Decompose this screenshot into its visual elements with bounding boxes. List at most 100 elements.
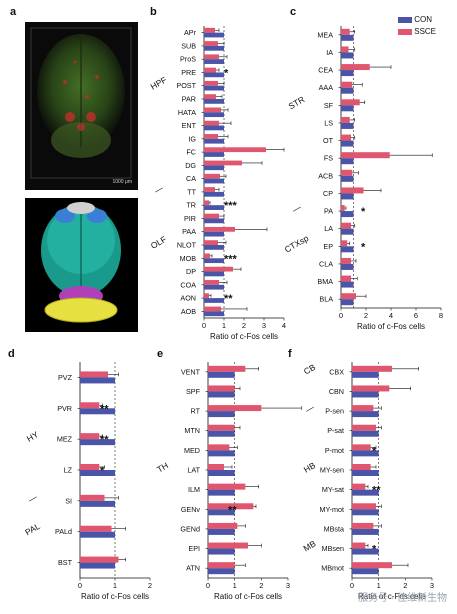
bar-ssce-pa (341, 205, 345, 212)
category-label-apr: APr (184, 28, 197, 37)
legend-label-con: CON (414, 15, 433, 24)
bar-ssce-dp (204, 266, 233, 272)
bar-con-fc (204, 152, 224, 157)
x-tick-label: 4 (389, 311, 393, 320)
category-label-dg: DG (185, 161, 196, 170)
category-label-bst: BST (58, 558, 73, 567)
x-tick-label: 2 (403, 581, 407, 590)
group-label: STR (287, 94, 307, 111)
category-label-cp: CP (323, 189, 333, 198)
bar-ssce-aon (204, 293, 209, 299)
category-label-fc: FC (186, 148, 196, 157)
category-label-aob: AOB (181, 307, 196, 316)
bar-con-ilm (208, 489, 235, 496)
x-axis-title: Ratio of c-Fos cells (210, 332, 278, 341)
category-label-pald: PALd (55, 527, 72, 536)
bar-ssce-lat (208, 464, 224, 470)
bar-ssce-sf (341, 99, 360, 106)
category-label-tt: TT (187, 187, 196, 196)
category-label-my-mot: MY-mot (320, 505, 345, 514)
bar-con-bla (341, 299, 354, 306)
bar-con-cbx (352, 371, 379, 378)
category-label-pa: PA (324, 207, 333, 216)
bar-con-aon (204, 298, 224, 303)
bar-ssce-med (208, 444, 230, 451)
bar-con-my-sen (352, 470, 379, 476)
significance-marker-lz: * (100, 465, 105, 477)
bar-con-ot (341, 140, 354, 147)
x-tick-label: 1 (222, 321, 226, 330)
category-label-p-sen: P-sen (325, 407, 344, 416)
category-label-my-sat: MY-sat (322, 485, 344, 494)
category-label-p-sat: P-sat (327, 426, 344, 435)
legend-label-ssce: SSCE (414, 27, 437, 37)
bar-con-cp (341, 193, 354, 200)
bar-ssce-fc (204, 147, 266, 153)
group-label: MB (301, 538, 317, 553)
bar-con-post (204, 85, 224, 91)
category-label-aaa: AAA (319, 83, 334, 92)
bar-con-epi (208, 548, 235, 555)
category-label-mtn: MTN (184, 426, 200, 435)
chart-b: APr SUB ProS PRE * POST PAR HATA ENT IG FC DG CA TT TR… (149, 26, 286, 341)
chart-f: CBX CBN P-sen P-sat P-mot * MY-sen MY-sat ** MY-m… (301, 362, 434, 601)
bar-ssce-genv (208, 503, 254, 510)
group-label: CB (302, 362, 318, 377)
category-label-rt: RT (191, 407, 201, 416)
bar-ssce-apr (204, 27, 215, 33)
bar-con-vent (208, 371, 235, 378)
brain-3d-fluorescence-image: 1000 μm (25, 22, 138, 190)
x-tick-label: 2 (148, 581, 152, 590)
bar-ssce-ca (204, 173, 220, 179)
bar-ssce-atn (208, 562, 235, 569)
bar-ssce-cea (341, 64, 370, 71)
x-tick-label: 0 (78, 581, 82, 590)
bar-ssce-si (80, 494, 105, 501)
category-label-mbsen: MBsen (322, 544, 344, 553)
bar-ssce-ls (341, 116, 350, 123)
bar-ssce-ot (341, 134, 351, 141)
group-label: HB (302, 460, 318, 475)
bar-ssce-nlot (204, 240, 218, 245)
bar-ssce-dg (204, 160, 242, 166)
significance-marker-pre: * (224, 67, 229, 79)
panel-letter-c: c (290, 6, 297, 18)
bar-ssce-cbx (352, 365, 392, 372)
category-label-cla: CLA (319, 259, 333, 268)
bar-con-sf (341, 105, 354, 112)
bar-con-lz (80, 470, 115, 476)
x-axis-title: Ratio of c-Fos cells (357, 322, 425, 331)
bar-ssce-bst (80, 556, 119, 563)
group-label: — (303, 402, 316, 415)
category-label-mbmot: MBmot (321, 564, 344, 573)
category-label-cbn: CBN (329, 387, 344, 396)
bar-ssce-spf (208, 385, 235, 392)
bar-ssce-ig (204, 134, 218, 139)
group-label: HY (25, 429, 41, 444)
bar-con-p-mot (352, 450, 379, 457)
x-axis-title: Ratio of c-Fos cells (81, 592, 149, 601)
bar-ssce-mbsta (352, 522, 374, 529)
category-label-my-sen: MY-sen (320, 466, 344, 475)
group-label: TH (155, 460, 170, 474)
category-label-ot: OT (323, 136, 334, 145)
bar-con-hata (204, 112, 224, 118)
panel-letter-b: b (150, 6, 157, 18)
x-tick-label: 3 (430, 581, 434, 590)
bar-con-mbsen (352, 548, 379, 555)
legend-swatch-con (398, 17, 412, 23)
bar-con-apr (204, 32, 224, 38)
panel-letter-e: e (157, 348, 164, 360)
bar-ssce-p-sen (352, 405, 374, 412)
bar-ssce-mob (204, 253, 210, 259)
category-label-cea: CEA (318, 66, 333, 75)
category-label-atn: ATN (186, 564, 200, 573)
category-label-lz: LZ (64, 466, 73, 475)
chart-d: PVZ PVR ** MEZ ** LZ * SI PALd BST 0 1 2 Ratio of c-F… (23, 362, 152, 601)
legend-item-ssce: SSCE (398, 26, 436, 38)
panel-letter-f: f (288, 348, 292, 360)
category-label-sub: SUB (181, 41, 196, 50)
category-label-mob: MOB (180, 254, 197, 263)
bar-con-aaa (341, 87, 354, 94)
x-tick-label: 1 (233, 581, 237, 590)
